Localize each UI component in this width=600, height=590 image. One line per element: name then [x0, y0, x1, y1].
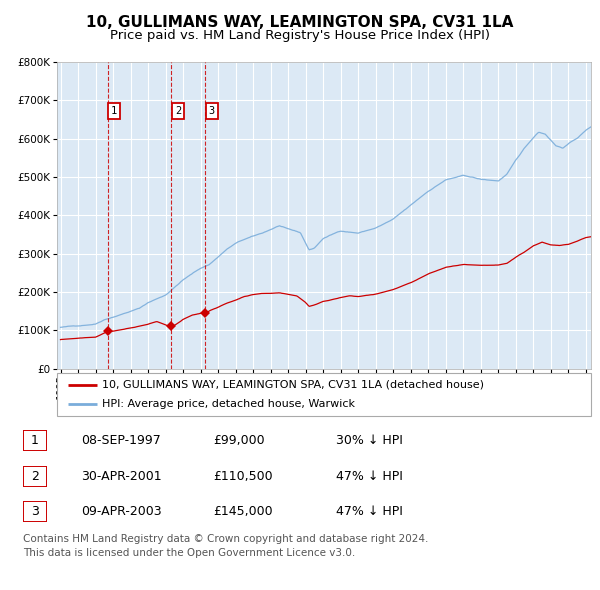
Text: 30-APR-2001: 30-APR-2001	[81, 470, 161, 483]
Text: £99,000: £99,000	[213, 434, 265, 447]
Text: HPI: Average price, detached house, Warwick: HPI: Average price, detached house, Warw…	[103, 399, 355, 409]
FancyBboxPatch shape	[23, 430, 47, 451]
Text: 30% ↓ HPI: 30% ↓ HPI	[336, 434, 403, 447]
Text: 10, GULLIMANS WAY, LEAMINGTON SPA, CV31 1LA: 10, GULLIMANS WAY, LEAMINGTON SPA, CV31 …	[86, 15, 514, 30]
FancyBboxPatch shape	[23, 466, 47, 487]
Text: Contains HM Land Registry data © Crown copyright and database right 2024.: Contains HM Land Registry data © Crown c…	[23, 534, 428, 544]
Text: 3: 3	[31, 505, 39, 518]
Text: 2: 2	[175, 106, 181, 116]
Text: 3: 3	[209, 106, 215, 116]
Text: 1: 1	[31, 434, 39, 447]
Text: 1: 1	[111, 106, 118, 116]
Text: 2: 2	[31, 470, 39, 483]
Text: 47% ↓ HPI: 47% ↓ HPI	[336, 470, 403, 483]
Text: 47% ↓ HPI: 47% ↓ HPI	[336, 505, 403, 518]
Text: 10, GULLIMANS WAY, LEAMINGTON SPA, CV31 1LA (detached house): 10, GULLIMANS WAY, LEAMINGTON SPA, CV31 …	[103, 380, 484, 390]
Text: Price paid vs. HM Land Registry's House Price Index (HPI): Price paid vs. HM Land Registry's House …	[110, 29, 490, 42]
Text: 09-APR-2003: 09-APR-2003	[81, 505, 161, 518]
Text: £110,500: £110,500	[213, 470, 272, 483]
Text: This data is licensed under the Open Government Licence v3.0.: This data is licensed under the Open Gov…	[23, 548, 355, 558]
Text: 08-SEP-1997: 08-SEP-1997	[81, 434, 161, 447]
Text: £145,000: £145,000	[213, 505, 272, 518]
FancyBboxPatch shape	[23, 501, 47, 522]
FancyBboxPatch shape	[57, 373, 591, 416]
